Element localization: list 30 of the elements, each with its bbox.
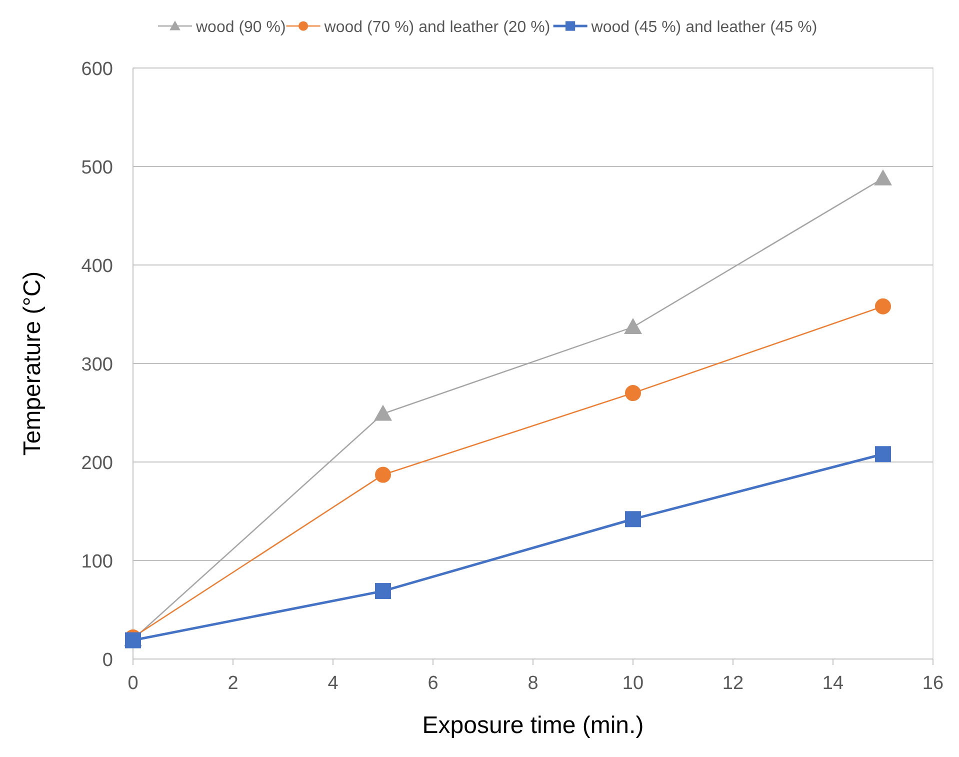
y-tick-label: 400 xyxy=(81,256,113,277)
y-axis-title: Temperature (°C) xyxy=(19,271,46,456)
y-tick-label: 100 xyxy=(81,552,113,572)
y-tick-label: 0 xyxy=(102,650,113,671)
x-tick-label: 6 xyxy=(428,673,438,694)
x-tick-label: 4 xyxy=(328,673,339,694)
x-tick-label: 14 xyxy=(822,673,844,694)
y-tick-label: 600 xyxy=(81,59,113,80)
point xyxy=(374,404,392,421)
point xyxy=(375,466,391,483)
legend-label: wood (90 %) xyxy=(195,19,286,36)
point xyxy=(375,583,391,600)
legend-label: wood (70 %) and leather (20 %) xyxy=(323,19,550,36)
x-tick-label: 8 xyxy=(528,673,538,694)
y-tick-label: 300 xyxy=(81,354,113,376)
legend-label: wood (45 %) and leather (45 %) xyxy=(590,19,818,36)
x-tick-label: 0 xyxy=(128,673,138,694)
point xyxy=(625,385,641,402)
x-axis-title: Exposure time (min.) xyxy=(422,712,644,739)
x-tick-label: 10 xyxy=(622,673,644,694)
point xyxy=(624,318,642,334)
point xyxy=(875,446,891,462)
x-tick-label: 16 xyxy=(922,673,944,694)
point xyxy=(875,298,891,314)
y-tick-label: 500 xyxy=(81,158,113,178)
point xyxy=(874,169,892,186)
x-tick-label: 2 xyxy=(228,673,238,694)
y-tick-label: 200 xyxy=(81,453,113,474)
x-tick-label: 12 xyxy=(722,673,744,694)
point xyxy=(625,511,641,528)
